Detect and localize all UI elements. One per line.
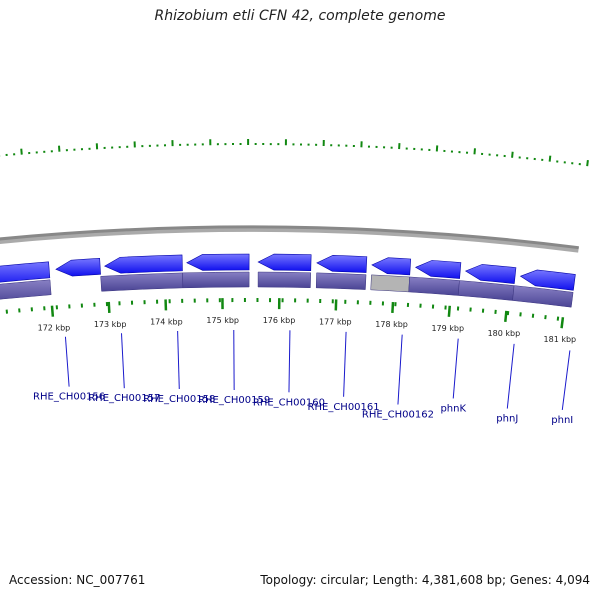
gene-arrow [186,253,250,271]
outer-tick [20,148,23,155]
gene-arrow [371,257,412,276]
outer-tick [511,151,514,158]
scale-label: 175 kbp [206,316,239,325]
cds-bar [0,279,52,300]
gene-label: phnI [551,415,573,426]
scale-ring: 172 kbp 173 kbp 174 kbp 175 kbp 176 kbp 177 k… [5,298,577,344]
map-title: Rhizobium etli CFN 42, complete genome [154,8,446,24]
gene-arrow [257,253,312,272]
gene-label: RHE_CH00159 [198,395,270,406]
gene-arrow [55,258,101,277]
backbone-line [0,225,579,250]
scale-label: 173 kbp [94,320,127,329]
outer-tick [548,155,552,162]
scale-major-tick [391,301,395,314]
gene-leader-line [452,338,459,399]
gene-arrow [519,269,576,291]
gene-leader-line [120,333,125,389]
cds-bar [182,271,250,289]
backbone-shadow [0,226,579,253]
gene-label: RHE_CH00157 [88,393,160,404]
gene-label: RHE_CH00161 [308,402,380,413]
scale-label: 180 kbp [488,329,521,338]
gene-leader-line [288,330,291,393]
gene-label: phnK [440,403,466,414]
gene-labels: RHE_CH00156RHE_CH00157RHE_CH00158RHE_CH0… [33,330,573,426]
scale-label: 174 kbp [150,317,183,326]
cds-track [0,271,574,308]
scale-major-tick [50,305,55,317]
gene-leader-line [64,336,70,387]
cds-bar [370,274,410,293]
scale-label: 181 kbp [544,335,577,344]
scale-label: 176 kbp [263,316,296,325]
cds-bar [257,271,311,288]
gene-arrow [316,255,368,273]
gene-leader-line [397,334,403,405]
gene-label: RHE_CH00162 [362,409,434,420]
gene-leader-line [343,331,347,397]
scale-major-tick [560,317,565,329]
scale-major-tick [107,301,111,313]
gene-leader-line [177,331,180,390]
cds-bar [315,272,367,290]
scale-label: 178 kbp [375,320,408,329]
gene-arrow [414,260,462,279]
outer-tick-ring [0,138,589,167]
cds-bar [457,280,515,301]
gene-track [0,253,576,291]
cds-bar [408,276,460,296]
scale-label: 177 kbp [319,317,352,326]
genome-summary: Topology: circular; Length: 4,381,608 bp… [260,573,590,587]
scale-label: 172 kbp [38,324,71,333]
scale-major-tick [447,305,451,317]
scale-major-tick [504,310,508,322]
gene-label: RHE_CH00160 [253,397,325,408]
outer-tick [586,160,589,167]
cds-bar [100,272,184,292]
gene-leader-line [506,343,515,409]
scale-label: 179 kbp [431,324,464,333]
gene-label: RHE_CH00158 [143,394,215,405]
gene-label: phnJ [496,414,518,425]
gene-label: RHE_CH00156 [33,392,105,403]
gene-arrow [464,264,517,284]
cds-bar [512,285,574,308]
gene-arrow [103,254,183,274]
gene-arrow [0,261,51,283]
gene-leader-line [561,350,571,410]
accession-label: Accession: NC_007761 [9,573,146,587]
